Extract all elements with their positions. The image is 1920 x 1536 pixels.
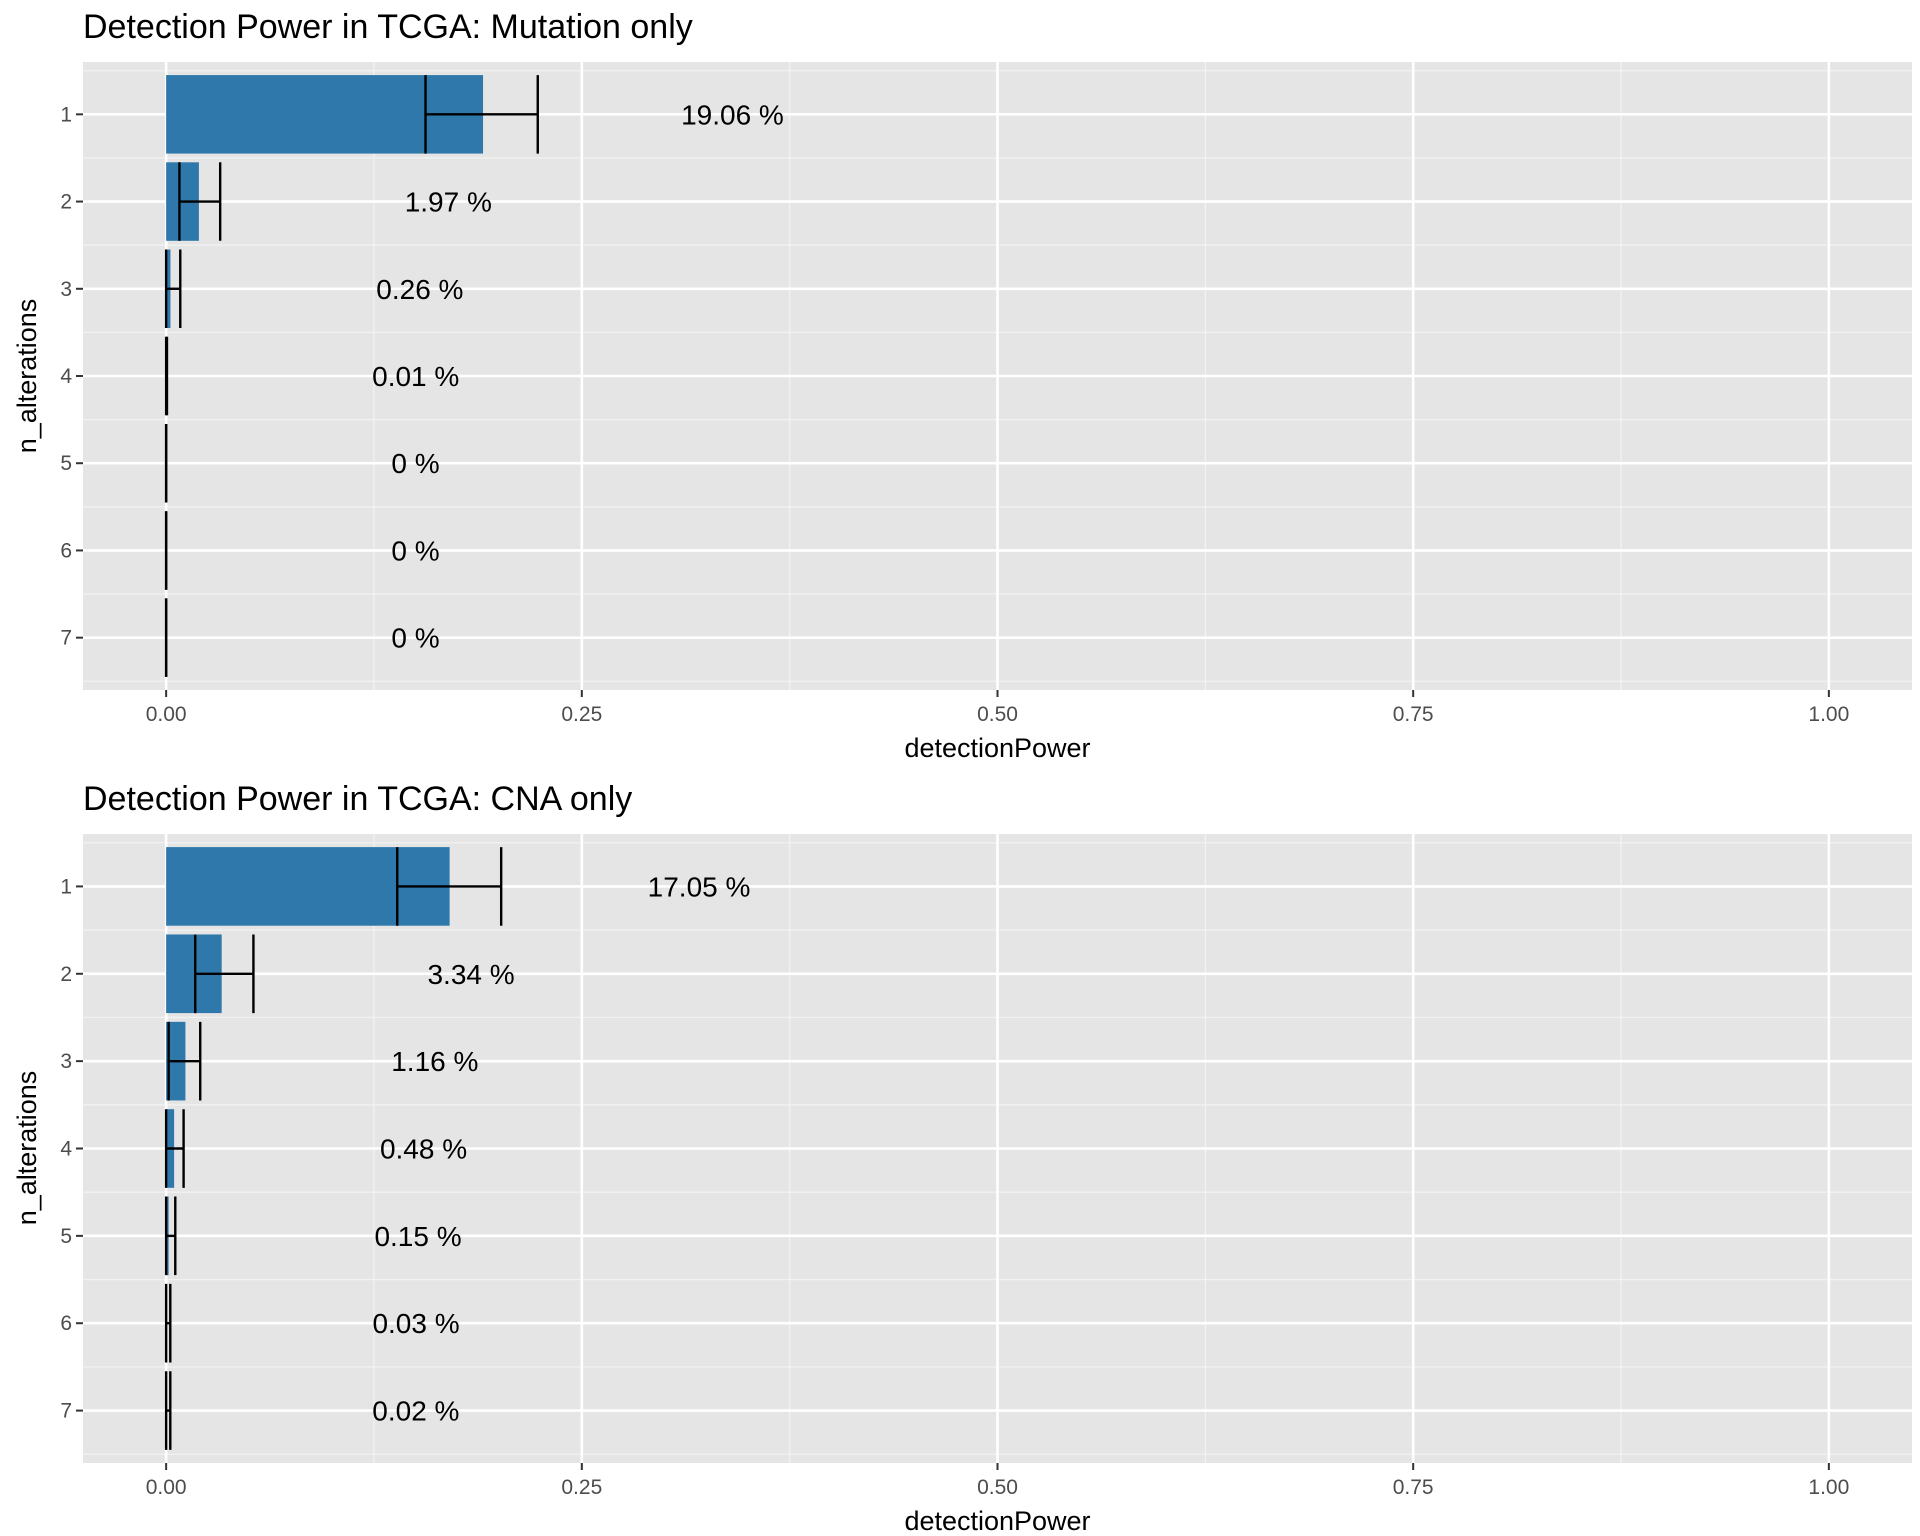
error-bar	[178, 162, 222, 241]
data-label: 0 %	[391, 623, 439, 654]
x-tick-label: 0.75	[1393, 703, 1434, 726]
data-label: 17.05 %	[648, 871, 751, 902]
x-tick-label: 1.00	[1808, 703, 1849, 726]
x-axis-label: detectionPower	[904, 1506, 1090, 1536]
error-bar	[424, 75, 539, 154]
chart-title: Detection Power in TCGA: CNA only	[83, 780, 632, 818]
y-tick-label: 4	[60, 1138, 72, 1161]
error-bar	[164, 336, 169, 416]
y-tick-label: 6	[60, 1312, 72, 1335]
y-axis-label: n_alterations	[12, 299, 42, 454]
error-bar	[396, 847, 503, 926]
y-tick-label: 6	[60, 539, 72, 562]
error-bar	[194, 934, 255, 1014]
error-bar	[164, 1196, 177, 1276]
data-label: 0 %	[391, 448, 439, 479]
x-tick-label: 0.25	[561, 703, 602, 726]
x-tick-label: 0.50	[977, 1476, 1018, 1499]
y-tick-label: 3	[60, 278, 72, 301]
data-label: 0.01 %	[372, 361, 459, 392]
x-tick-label: 0.50	[977, 703, 1018, 726]
data-label: 0.02 %	[372, 1396, 459, 1427]
x-axis-label: detectionPower	[904, 733, 1090, 763]
y-tick-label: 7	[60, 1400, 72, 1423]
y-tick-label: 5	[60, 452, 72, 475]
data-label: 19.06 %	[681, 99, 784, 130]
x-tick-label: 1.00	[1808, 1476, 1849, 1499]
error-bar	[164, 1283, 172, 1363]
y-tick-label: 3	[60, 1050, 72, 1073]
error-bar	[167, 1021, 202, 1101]
data-label: 1.16 %	[391, 1046, 478, 1077]
chart-panel-1: Detection Power in TCGA: Mutation only 19…	[12, 8, 1912, 763]
data-label: 0.03 %	[372, 1308, 459, 1339]
data-label: 0 %	[391, 535, 439, 566]
error-bar	[164, 249, 182, 329]
chart-panel-2: Detection Power in TCGA: CNA only 17.05 %…	[12, 780, 1912, 1536]
y-axis-label: n_alterations	[12, 1071, 42, 1226]
x-tick-label: 0.00	[146, 1476, 187, 1499]
data-label: 0.15 %	[374, 1221, 461, 1252]
y-tick-label: 2	[60, 963, 72, 986]
data-label: 1.97 %	[405, 187, 492, 218]
chart-title: Detection Power in TCGA: Mutation only	[83, 8, 693, 46]
data-label: 0.48 %	[380, 1134, 467, 1165]
y-tick-label: 2	[60, 191, 72, 214]
error-bar	[164, 1371, 172, 1450]
y-tick-label: 5	[60, 1225, 72, 1248]
x-tick-label: 0.00	[146, 703, 187, 726]
error-bar	[164, 1109, 185, 1188]
y-tick-label: 7	[60, 627, 72, 650]
x-tick-label: 0.75	[1393, 1476, 1434, 1499]
data-label: 0.26 %	[376, 274, 463, 305]
y-tick-label: 4	[60, 365, 72, 388]
y-tick-label: 1	[60, 103, 72, 126]
data-label: 3.34 %	[427, 959, 514, 990]
y-tick-label: 1	[60, 875, 72, 898]
x-tick-label: 0.25	[561, 1476, 602, 1499]
